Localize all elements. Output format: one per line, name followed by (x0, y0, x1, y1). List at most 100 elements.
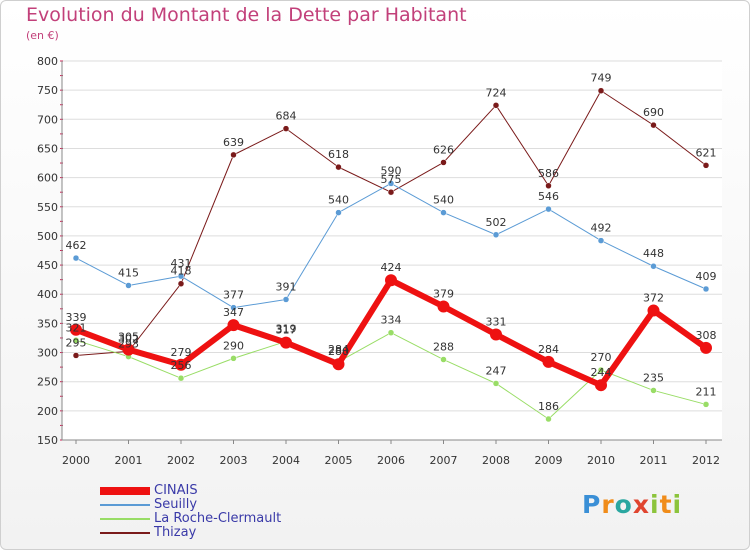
series-point (177, 374, 185, 382)
series-point (125, 282, 132, 289)
data-label: 235 (643, 371, 664, 384)
data-label: 639 (223, 136, 244, 149)
data-label: 546 (538, 190, 559, 203)
legend-swatch (100, 504, 150, 506)
y-tick-label: 450 (37, 259, 58, 272)
legend-label: La Roche-Clermault (154, 511, 282, 526)
series-point (387, 329, 395, 336)
series-point (440, 209, 447, 216)
series-point (280, 336, 292, 349)
data-label: 321 (66, 321, 87, 334)
data-label: 431 (171, 257, 192, 270)
series-point (230, 304, 237, 311)
data-label: 347 (223, 306, 244, 319)
data-label: 302 (118, 332, 139, 345)
series-point (490, 328, 502, 341)
x-tick-label: 2000 (62, 454, 90, 467)
chart-subtitle: (en €) (26, 29, 59, 42)
legend-swatch (100, 532, 150, 534)
data-label: 590 (381, 164, 402, 177)
series-point (647, 304, 660, 317)
data-label: 684 (276, 110, 297, 123)
data-label: 415 (118, 266, 139, 279)
x-tick-label: 2009 (535, 454, 563, 467)
plot-area (62, 61, 722, 440)
series-point (702, 162, 710, 169)
data-label: 211 (696, 385, 717, 398)
x-tick-label: 2005 (325, 454, 353, 467)
series-point (437, 300, 450, 313)
x-tick-label: 2008 (482, 454, 510, 467)
series-point (72, 337, 80, 344)
x-tick-label: 2002 (167, 454, 195, 467)
data-label: 540 (433, 194, 454, 207)
data-label: 492 (591, 222, 612, 235)
series-point (175, 358, 187, 371)
series-point (385, 274, 397, 287)
y-tick-label: 150 (37, 434, 58, 447)
series-point (230, 355, 237, 362)
series-point (282, 125, 290, 132)
series-point (542, 355, 555, 368)
data-label: 319 (276, 322, 297, 335)
data-label: 379 (433, 287, 454, 300)
data-label: 724 (486, 86, 507, 99)
series-point (332, 358, 345, 371)
data-label: 317 (276, 324, 297, 337)
data-label: 339 (66, 311, 87, 324)
y-tick-label: 200 (37, 405, 58, 418)
data-label: 284 (328, 343, 349, 356)
series-point (72, 352, 80, 359)
series-point (595, 379, 607, 392)
series-point (650, 121, 657, 129)
y-tick-label: 500 (37, 230, 58, 243)
data-label: 586 (538, 167, 559, 180)
data-label: 391 (276, 280, 297, 293)
data-label: 186 (538, 400, 559, 413)
series-point (702, 401, 710, 408)
legend-label: Thizay (154, 525, 197, 540)
series-point (177, 280, 185, 287)
data-label: 293 (118, 338, 139, 351)
data-label: 424 (381, 261, 402, 274)
y-tick-label: 800 (37, 55, 58, 68)
data-label: 377 (223, 289, 244, 302)
y-tick-label: 400 (37, 288, 58, 301)
x-tick-label: 2012 (692, 454, 720, 467)
legend-label: Seuilly (154, 497, 198, 512)
series-point (545, 415, 552, 423)
x-tick-label: 2004 (272, 454, 300, 467)
data-label: 280 (328, 345, 349, 358)
series-point (230, 151, 237, 159)
series-point (702, 285, 710, 293)
legend-swatch (100, 487, 150, 495)
y-tick-label: 550 (37, 201, 58, 214)
data-label: 256 (171, 359, 192, 372)
legend-swatch (100, 518, 150, 520)
y-tick-label: 350 (37, 317, 58, 330)
data-label: 372 (643, 292, 664, 305)
y-tick-label: 750 (37, 84, 58, 97)
data-label: 618 (328, 148, 349, 161)
series-point (492, 380, 500, 387)
series-point (492, 231, 500, 239)
data-label: 284 (538, 343, 559, 356)
series-point (492, 102, 500, 109)
series-point (335, 209, 342, 216)
x-tick-label: 2001 (115, 454, 143, 467)
series-point (72, 254, 80, 262)
x-tick-label: 2006 (377, 454, 405, 467)
y-tick-label: 300 (37, 347, 58, 360)
data-label: 418 (171, 265, 192, 278)
series-point (282, 296, 290, 303)
x-tick-label: 2010 (587, 454, 615, 467)
data-label: 331 (486, 315, 507, 328)
data-label: 540 (328, 194, 349, 207)
data-label: 244 (591, 366, 612, 379)
data-label: 626 (433, 143, 454, 156)
series-point (650, 262, 657, 270)
series-point (440, 159, 447, 166)
series-point (545, 182, 552, 190)
series-point (227, 319, 240, 332)
